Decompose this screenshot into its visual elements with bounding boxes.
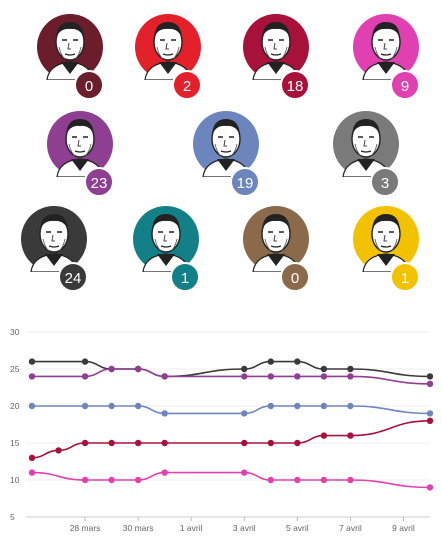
y-tick-label: 20 — [10, 401, 20, 411]
series-point — [134, 402, 142, 410]
series-point — [426, 410, 434, 417]
seat-count-badge: 0 — [280, 262, 310, 292]
series-point — [294, 373, 301, 380]
series-line — [31, 420, 431, 459]
series-point — [320, 373, 328, 380]
series-point — [28, 402, 36, 410]
seat-count-badge: 1 — [170, 262, 200, 292]
series-point — [241, 439, 248, 447]
candidate-card: 18 — [228, 8, 318, 100]
x-tick-label: 28 mars — [70, 523, 101, 533]
series-point — [267, 439, 274, 447]
series-point — [81, 402, 89, 410]
y-tick-label: 30 — [10, 327, 20, 337]
series-point — [294, 402, 301, 410]
seat-count-badge: 1 — [390, 262, 420, 292]
seat-count-badge: 9 — [390, 70, 420, 100]
x-tick-label: 1 avril — [180, 523, 203, 533]
seat-count-badge: 3 — [370, 167, 400, 197]
series-point — [320, 365, 328, 373]
series-point — [161, 410, 168, 417]
series-point — [241, 410, 248, 417]
series-point — [347, 373, 354, 380]
series-point — [320, 432, 328, 439]
series-point — [267, 402, 274, 410]
series-point — [347, 476, 354, 484]
y-tick-label: 25 — [10, 364, 20, 374]
y-tick-label: 15 — [10, 438, 20, 448]
series-point — [347, 432, 354, 439]
candidate-portrait-icon — [142, 214, 190, 272]
series-point — [426, 417, 434, 424]
series-point — [426, 484, 434, 491]
series-point — [81, 358, 89, 365]
candidate-card: 3 — [318, 105, 408, 197]
seat-count-badge: 18 — [280, 70, 310, 100]
poll-line-chart: 5 10 15 20 25 30 28 mars 30 mars 1 avril 3 avril 5… — [10, 327, 434, 533]
x-tick-label: 5 avril — [286, 523, 309, 533]
series-point — [134, 476, 142, 484]
series-line — [32, 368, 431, 385]
y-tick-label: 5 — [10, 512, 15, 522]
series-point — [134, 365, 142, 373]
candidate-card: 24 — [6, 200, 96, 292]
seat-count-badge: 2 — [172, 70, 202, 100]
seat-count-badge: 0 — [74, 70, 104, 100]
series-point — [134, 439, 142, 447]
x-tick-label: 7 avril — [339, 523, 362, 533]
candidate-card: 2 — [120, 8, 210, 100]
x-tick-label: 9 avril — [392, 523, 415, 533]
candidate-card: 23 — [32, 105, 122, 197]
series-point — [81, 373, 89, 380]
series-point — [108, 476, 115, 484]
series-line — [31, 405, 431, 415]
candidate-card: 1 — [118, 200, 208, 292]
candidate-card: 19 — [178, 105, 268, 197]
series-point — [426, 380, 434, 387]
candidate-grid: 0 2 18 9 23 19 3 24 1 0 1 — [6, 8, 428, 292]
series-point — [55, 447, 62, 454]
series-point — [108, 402, 115, 410]
series-point — [81, 439, 89, 447]
series-point — [241, 365, 248, 373]
series-point — [241, 469, 248, 476]
series-point — [28, 469, 36, 476]
series-point — [294, 476, 301, 484]
series-point — [320, 402, 328, 410]
series-point — [267, 476, 274, 484]
seat-count-badge: 23 — [84, 167, 114, 197]
series-point — [81, 476, 89, 484]
series-point — [108, 439, 115, 447]
series-point — [267, 358, 274, 365]
series-point — [347, 402, 354, 410]
series-point — [294, 439, 301, 447]
candidate-card: 1 — [338, 200, 428, 292]
series-point — [161, 439, 168, 447]
candidate-card: 9 — [338, 8, 428, 100]
series-point — [28, 373, 36, 380]
y-tick-label: 10 — [10, 475, 20, 485]
candidate-card: 0 — [22, 8, 112, 100]
series-point — [28, 358, 36, 365]
series-point — [161, 373, 168, 380]
series-point — [241, 373, 248, 380]
series-point — [161, 469, 168, 476]
series-point — [294, 358, 301, 365]
series-point — [267, 373, 274, 380]
candidate-card: 0 — [228, 200, 318, 292]
series-point — [426, 373, 434, 380]
seat-count-badge: 19 — [230, 167, 260, 197]
series-point — [320, 476, 328, 484]
series-point — [28, 454, 36, 461]
seat-count-badge: 24 — [58, 262, 88, 292]
candidate-portrait-icon — [342, 119, 390, 177]
x-tick-label: 3 avril — [233, 523, 256, 533]
x-tick-label: 30 mars — [123, 523, 154, 533]
series-point — [108, 365, 115, 373]
series-point — [347, 365, 354, 373]
